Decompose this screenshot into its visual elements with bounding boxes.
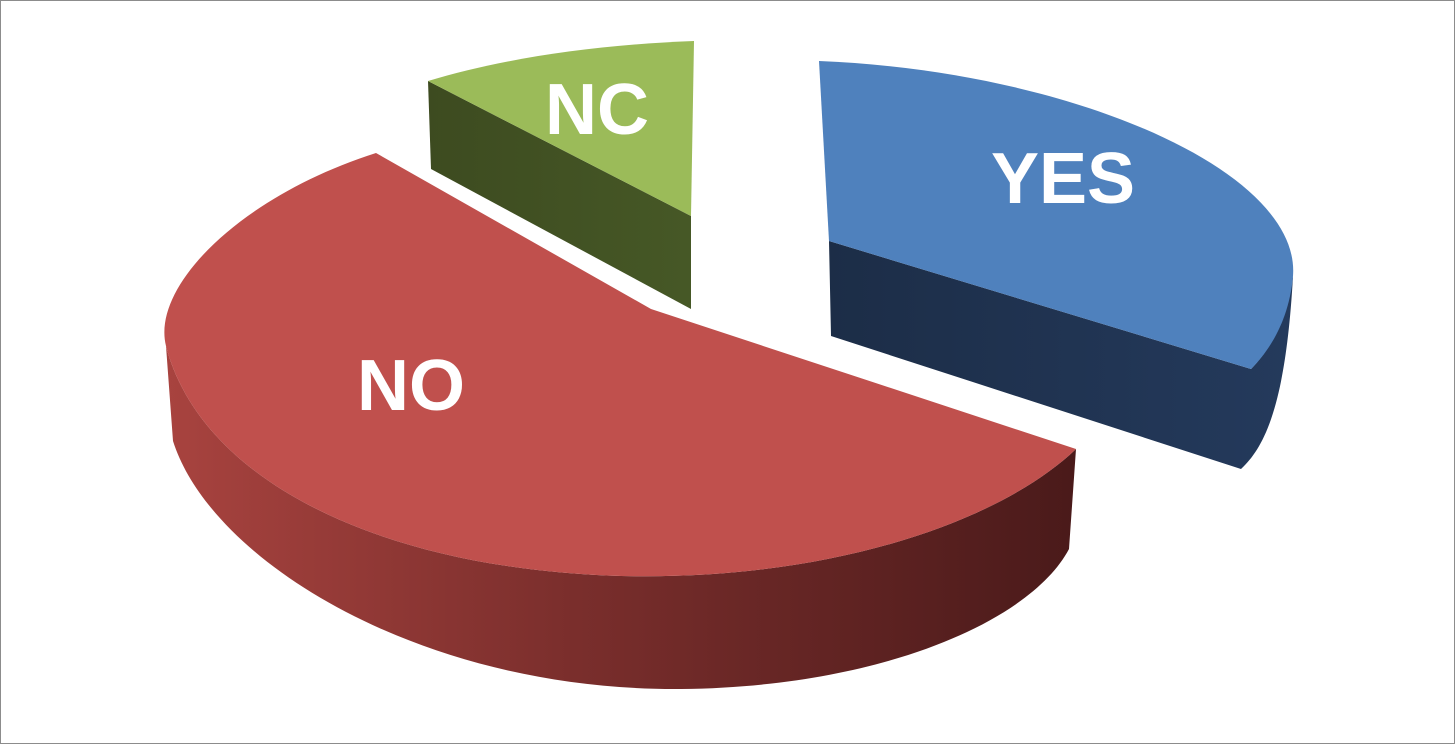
slice-label-no: NO (357, 346, 465, 426)
slice-yes-side (829, 241, 1293, 469)
slice-no-top (164, 153, 1076, 577)
slice-no-side (166, 346, 1076, 690)
slice-yes-top (819, 61, 1294, 369)
slice-no (164, 153, 1076, 690)
slice-nc (428, 41, 694, 309)
slice-nc-side (428, 81, 691, 309)
slice-label-yes: YES (991, 139, 1135, 219)
slice-nc-top (428, 41, 694, 216)
slice-yes (819, 61, 1294, 469)
slice-label-nc: NC (545, 70, 649, 150)
